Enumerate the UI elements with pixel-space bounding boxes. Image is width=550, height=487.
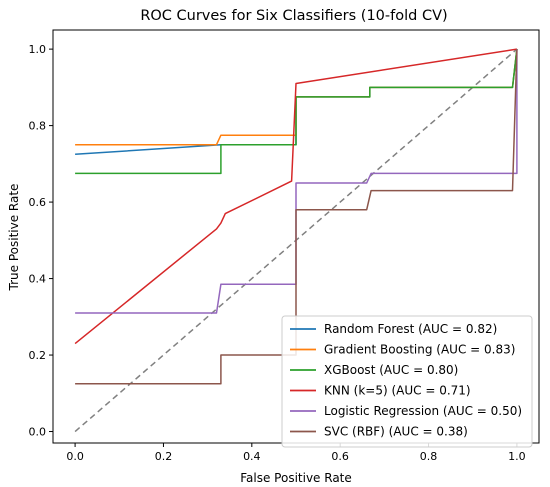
y-tick-label: 0.6 <box>29 196 47 209</box>
roc-line-series-3 <box>75 49 518 175</box>
x-tick-label: 0.0 <box>66 450 84 463</box>
legend-label-5: Logistic Regression (AUC = 0.50) <box>324 404 522 418</box>
y-axis-ticks: 0.0 0.2 0.4 0.6 0.8 1.0 <box>29 43 53 439</box>
y-tick-label: 0.2 <box>29 349 47 362</box>
x-tick-label: 1.0 <box>508 450 526 463</box>
roc-line-series-4 <box>74 48 518 345</box>
x-tick-label: 0.4 <box>243 450 261 463</box>
x-axis-ticks: 0.0 0.2 0.4 0.6 0.8 1.0 <box>66 443 526 463</box>
y-tick-label: 1.0 <box>29 43 47 56</box>
legend-box <box>281 315 533 448</box>
chart-title: ROC Curves for Six Classifiers (10-fold … <box>140 8 447 24</box>
x-tick-label: 0.6 <box>331 450 349 463</box>
x-tick-label: 0.2 <box>155 450 173 463</box>
legend-label-2: Gradient Boosting (AUC = 0.83) <box>324 343 515 357</box>
y-tick-label: 0.0 <box>29 426 47 439</box>
legend-label-6: SVC (RBF) (AUC = 0.38) <box>324 425 468 439</box>
y-tick-label: 0.8 <box>29 120 47 133</box>
legend: Random Forest (AUC = 0.82) Gradient Boost… <box>281 315 533 448</box>
y-axis-label: True Positive Rate <box>7 184 21 292</box>
plot-area <box>52 29 540 444</box>
roc-line-series-6 <box>75 49 518 385</box>
roc-line-series-5 <box>75 49 518 314</box>
legend-label-3: XGBoost (AUC = 0.80) <box>324 363 458 377</box>
x-tick-label: 0.8 <box>420 450 438 463</box>
legend-label-4: KNN (k=5) (AUC = 0.71) <box>324 384 471 398</box>
x-axis-label: False Positive Rate <box>240 471 352 485</box>
y-tick-label: 0.4 <box>29 273 47 286</box>
legend-label-1: Random Forest (AUC = 0.82) <box>324 322 497 336</box>
